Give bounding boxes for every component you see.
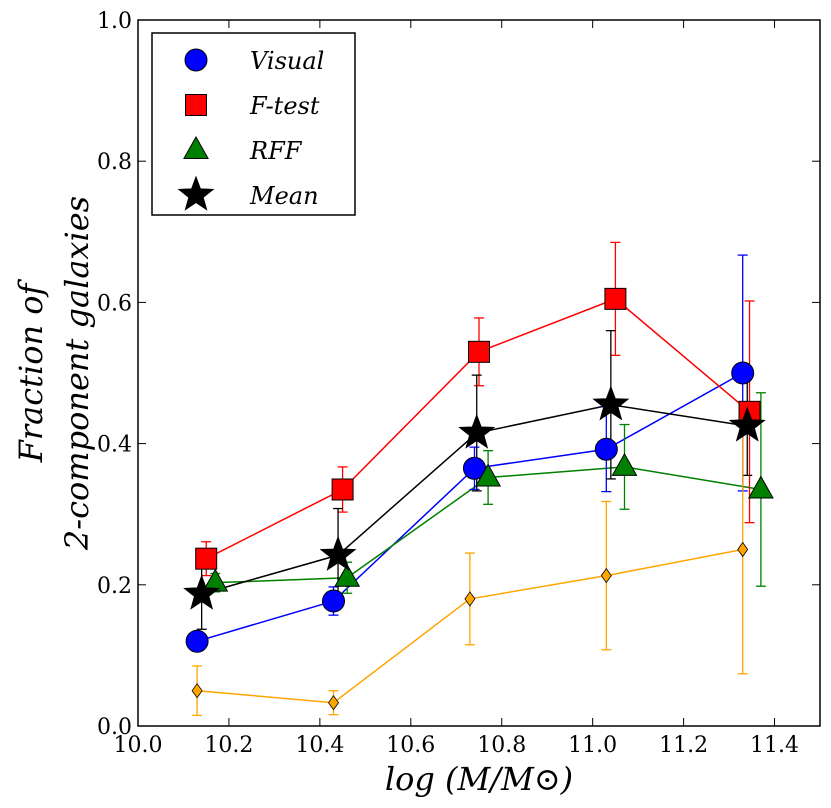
point-unlabeled — [737, 541, 749, 558]
y-tick-label: 0.8 — [97, 150, 132, 175]
legend-marker-mean — [177, 175, 215, 211]
point-rff — [611, 452, 638, 476]
point-unlabeled — [328, 695, 339, 711]
point-rff — [747, 475, 774, 499]
y-tick-label: 0.4 — [97, 433, 132, 458]
point-f-test — [331, 478, 354, 501]
x-axis-label: log (M/M⊙) — [385, 760, 573, 798]
legend-label-rff: RFF — [249, 137, 303, 165]
legend-marker-rff — [183, 135, 209, 159]
legend-label-visual: Visual — [250, 47, 324, 75]
point-f-test — [195, 547, 218, 570]
point-rff — [475, 463, 502, 487]
x-tick-label: 11.0 — [568, 733, 617, 758]
point-visual — [322, 589, 346, 613]
point-visual — [594, 437, 618, 461]
point-mean — [728, 406, 766, 442]
x-tick-label: 10.8 — [477, 733, 526, 758]
x-tick-label: 10.6 — [386, 733, 435, 758]
point-f-test — [468, 340, 490, 363]
point-f-test — [604, 287, 627, 310]
y-tick-label: 1.0 — [97, 9, 132, 34]
point-mean — [183, 574, 221, 610]
point-visual — [731, 361, 755, 385]
y-tick-label: 0.0 — [97, 715, 132, 740]
legend-marker-f-test — [185, 94, 207, 116]
y-tick-label: 0.6 — [97, 291, 132, 316]
legend: Visual F-test RFF Mean — [151, 32, 356, 216]
point-mean — [592, 385, 630, 421]
x-tick-label: 10.0 — [114, 733, 163, 758]
point-unlabeled — [464, 591, 476, 607]
legend-label-f-test: F-test — [249, 92, 320, 120]
x-tick-label: 11.4 — [750, 733, 799, 758]
y-axis-label-line1: Fraction of — [12, 278, 50, 463]
point-mean — [458, 413, 496, 449]
point-unlabeled — [191, 683, 203, 699]
x-tick-label: 10.4 — [295, 733, 344, 758]
axis-ticks: 10.0 10.2 10.4 10.6 10.8 11.0 11.2 11.4 0.0 0.2 0.… — [97, 9, 820, 758]
legend-label-mean: Mean — [249, 182, 319, 210]
point-unlabeled — [600, 567, 612, 584]
legend-marker-visual — [184, 48, 208, 72]
y-tick-label: 0.2 — [97, 574, 132, 599]
point-mean — [319, 535, 357, 571]
x-tick-label: 11.2 — [659, 733, 708, 758]
y-axis-label-line2: 2-component galaxies — [58, 196, 96, 551]
data-markers — [183, 287, 774, 711]
point-visual — [185, 629, 209, 653]
plot-frame — [137, 19, 821, 727]
x-tick-label: 10.2 — [204, 733, 253, 758]
point-rff — [334, 563, 361, 587]
